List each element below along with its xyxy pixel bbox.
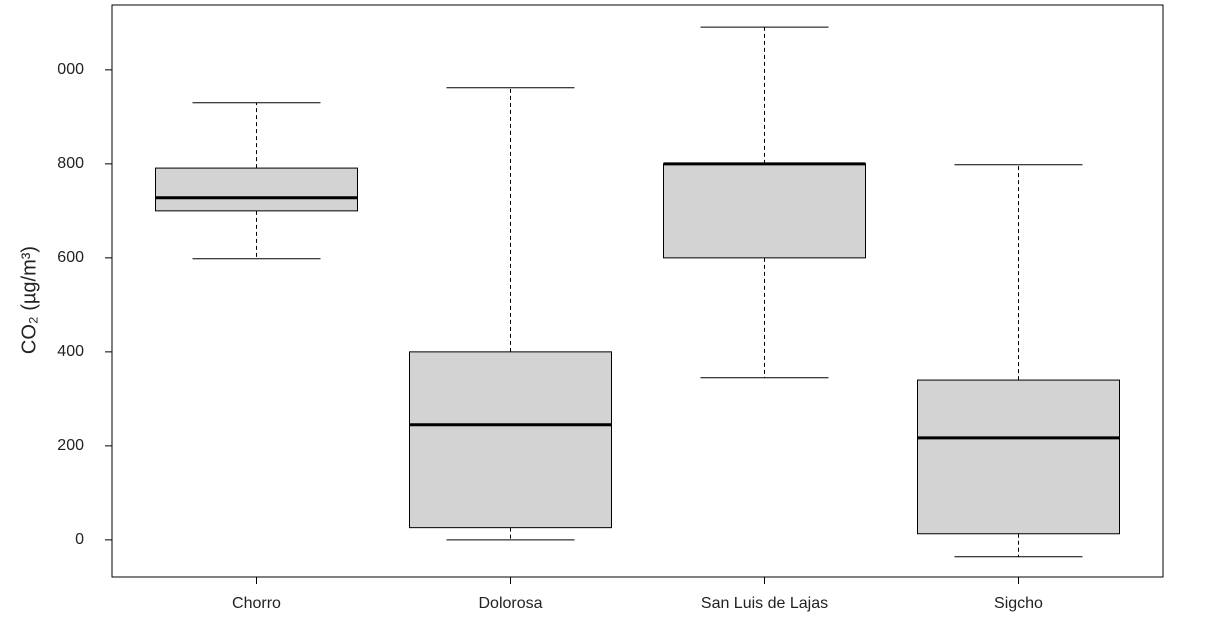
box (917, 379, 1120, 535)
x-tick-label: Chorro (232, 595, 281, 612)
y-tick-label: 400 (57, 343, 84, 360)
y-tick-label: 200 (57, 437, 84, 454)
plot-frame (111, 4, 1164, 578)
y-tick-label: 600 (57, 249, 84, 266)
y-tick-label: 000 (57, 61, 84, 78)
x-tick-label: Dolorosa (478, 595, 542, 612)
box (155, 167, 358, 212)
x-tick-label: Sigcho (994, 595, 1043, 612)
x-tick-label: San Luis de Lajas (701, 595, 828, 612)
box (409, 351, 612, 529)
y-tick-label: 0 (75, 531, 84, 548)
y-tick-label: 800 (57, 155, 84, 172)
box (663, 163, 866, 259)
y-axis-label: CO₂ (µg/m³) (18, 246, 40, 354)
